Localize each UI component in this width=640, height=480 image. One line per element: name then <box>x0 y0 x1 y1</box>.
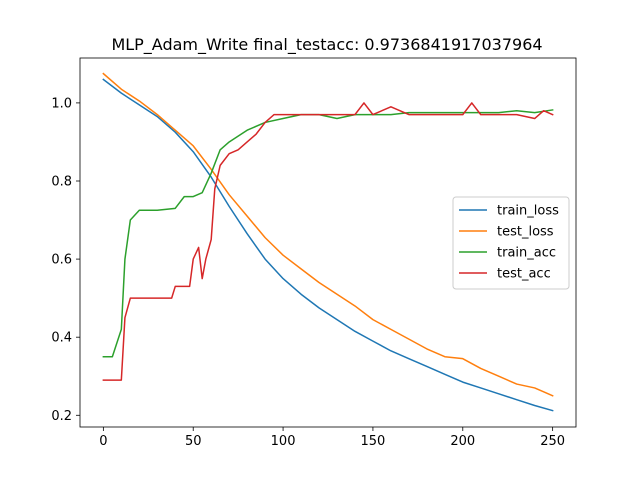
x-tick-label: 150 <box>361 434 386 449</box>
y-tick-label: 0.4 <box>51 331 72 346</box>
series-line-test-acc <box>102 102 554 381</box>
legend-box <box>452 196 570 290</box>
y-tick-label: 0.6 <box>51 253 72 268</box>
x-tick-label: 50 <box>185 434 202 449</box>
x-tick-label: 200 <box>450 434 475 449</box>
y-tick-label: 0.8 <box>51 175 72 190</box>
series-line-train-loss <box>102 78 554 412</box>
y-tick-label: 0.2 <box>51 409 72 424</box>
legend-label-test-loss: test_loss <box>497 225 554 240</box>
legend-label-train-acc: train_acc <box>497 246 556 261</box>
series-line-train-acc <box>102 109 554 358</box>
legend: train_loss test_loss train_acc test_acc <box>452 196 570 290</box>
plot-area: 0 50 100 150 200 250 0.2 0.4 0.6 0.8 1.0 <box>51 57 577 449</box>
axes-frame <box>79 57 577 428</box>
x-tick-label: 0 <box>99 434 107 449</box>
y-tick-label: 1.0 <box>51 96 72 111</box>
chart-title: MLP_Adam_Write final_testacc: 0.97368419… <box>111 35 542 55</box>
legend-label-train-loss: train_loss <box>497 204 559 219</box>
x-tick-label: 100 <box>271 434 296 449</box>
legend-label-test-acc: test_acc <box>497 267 551 282</box>
x-tick-label: 250 <box>540 434 565 449</box>
series-line-test-loss <box>102 72 554 397</box>
